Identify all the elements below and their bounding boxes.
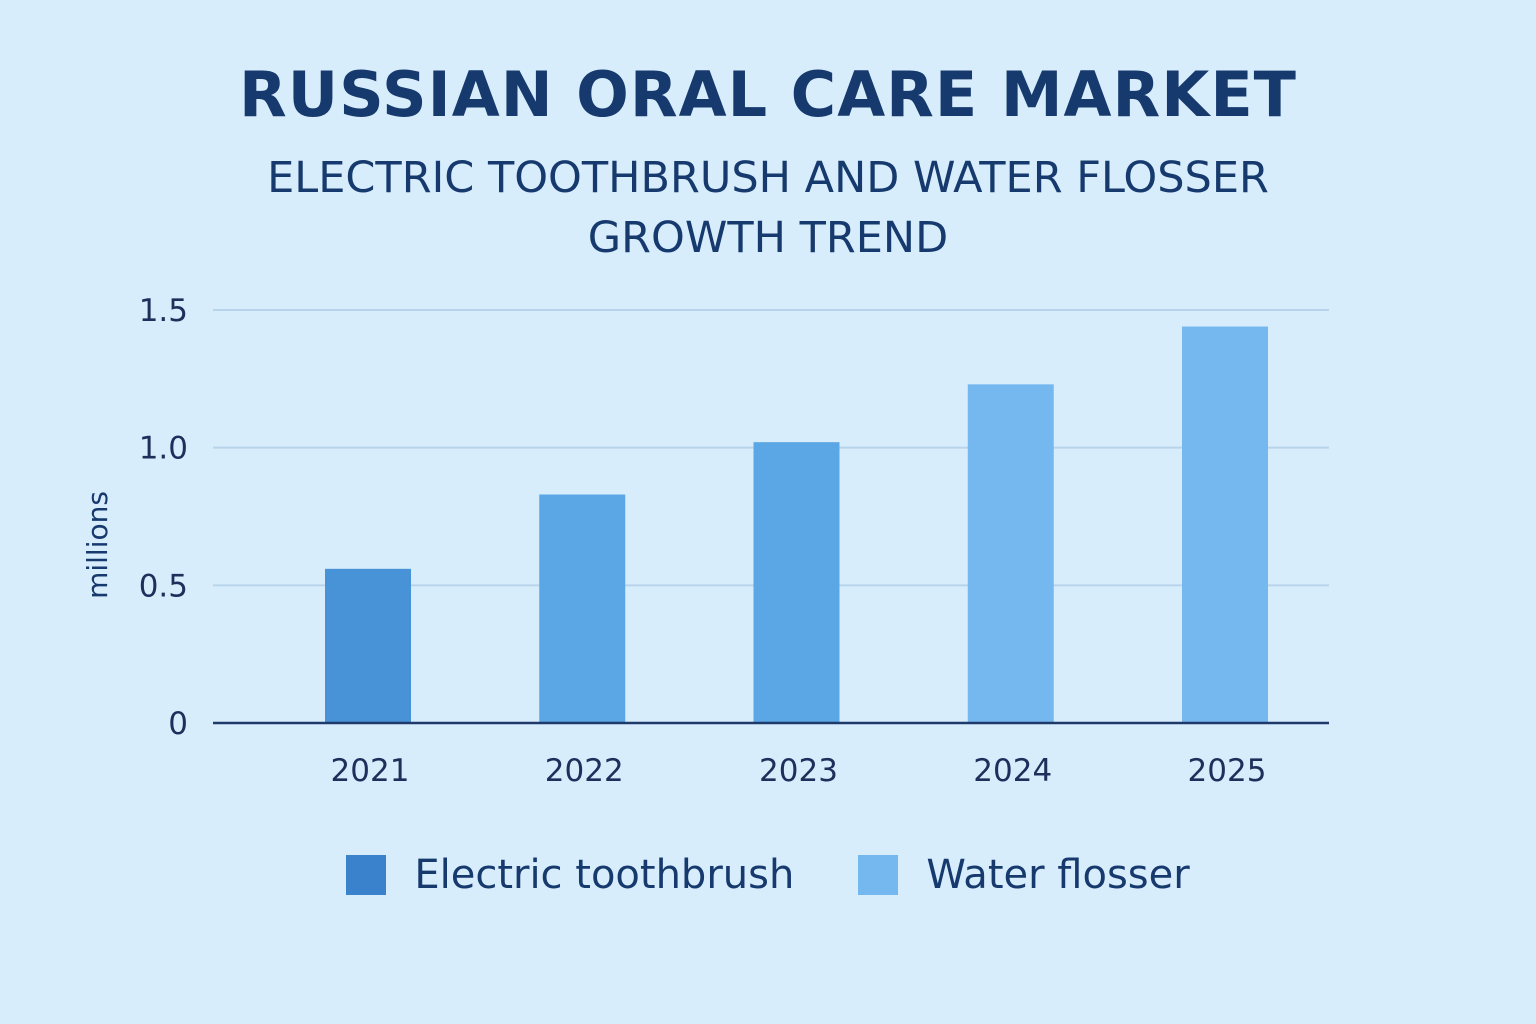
bars — [325, 326, 1268, 723]
chart-subtitle: ELECTRIC TOOTHBRUSH AND WATER FLOSSER GR… — [267, 153, 1269, 263]
x-tick-label: 2024 — [973, 753, 1052, 789]
legend: Electric toothbrush Water flosser — [0, 852, 1536, 898]
legend-label-water-flosser: Water flosser — [926, 852, 1190, 898]
bar-2022 — [539, 494, 626, 723]
y-tick-label: 1.5 — [139, 293, 188, 329]
bar-2021 — [325, 568, 411, 723]
bar-2025 — [1182, 326, 1268, 723]
y-tick-label: 1.0 — [139, 431, 188, 467]
legend-label-electric-toothbrush: Electric toothbrush — [414, 852, 795, 898]
legend-item-water-flosser: Water flosser — [858, 852, 1190, 898]
x-tick-label: 2023 — [759, 753, 838, 789]
x-tick-label: 2021 — [331, 753, 410, 789]
bar-2024 — [967, 384, 1054, 723]
bar-2023 — [753, 442, 840, 723]
legend-item-electric-toothbrush: Electric toothbrush — [346, 852, 794, 898]
legend-swatch-electric-toothbrush — [346, 855, 387, 895]
legend-swatch-water-flosser — [858, 855, 899, 895]
y-tick-label: 0.5 — [139, 568, 188, 604]
y-tick-labels: 0 0.5 1.0 1.5 — [139, 293, 188, 742]
x-tick-label: 2025 — [1188, 753, 1267, 789]
x-tick-label: 2022 — [545, 753, 624, 789]
y-tick-label: 0 — [168, 706, 188, 742]
y-axis-label: millions — [81, 491, 114, 599]
x-tick-labels: 2021 2022 2023 2024 2025 — [331, 753, 1267, 789]
chart-title: RUSSIAN ORAL CARE MARKET — [239, 58, 1297, 131]
